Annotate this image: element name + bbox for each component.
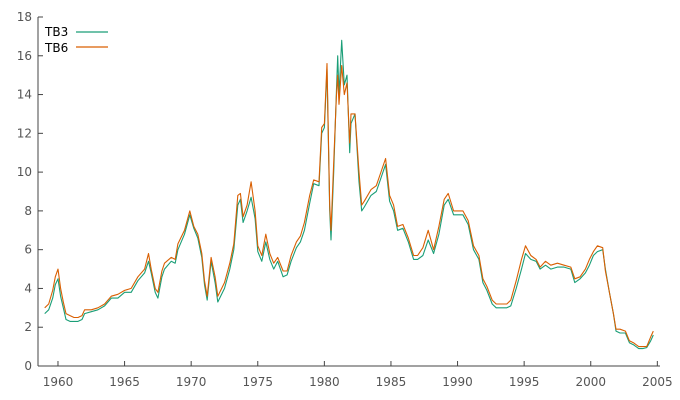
y-tick-label-8: 8 xyxy=(24,204,32,218)
x-tick-label-2005: 2005 xyxy=(642,375,673,389)
series-layer xyxy=(44,39,654,350)
series-line-tb3 xyxy=(44,39,654,350)
x-axis: 1960 1965 1970 1975 1980 1985 1990 1995 2000 2005 xyxy=(43,361,673,389)
y-tick-label-16: 16 xyxy=(17,49,32,63)
series-line-tb6 xyxy=(44,62,654,348)
legend-label-tb3: TB3 xyxy=(44,25,68,39)
legend: TB3 TB6 xyxy=(44,25,108,55)
plot-area: 0 2 4 6 8 10 12 14 16 18 1960 1965 1970 1975 1980 1985… xyxy=(17,10,673,389)
y-tick-label-4: 4 xyxy=(24,281,32,295)
y-tick-label-6: 6 xyxy=(24,243,32,257)
y-tick-label-0: 0 xyxy=(24,359,32,373)
x-tick-label-2000: 2000 xyxy=(575,375,606,389)
y-tick-label-10: 10 xyxy=(17,165,32,179)
y-tick-label-14: 14 xyxy=(17,88,32,102)
y-axis: 0 2 4 6 8 10 12 14 16 18 xyxy=(17,10,43,373)
x-tick-label-1975: 1975 xyxy=(242,375,273,389)
y-tick-label-2: 2 xyxy=(24,320,32,334)
y-tick-label-18: 18 xyxy=(17,10,32,24)
y-tick-label-12: 12 xyxy=(17,126,32,140)
legend-label-tb6: TB6 xyxy=(44,41,68,55)
x-tick-label-1980: 1980 xyxy=(309,375,340,389)
x-tick-label-1965: 1965 xyxy=(109,375,140,389)
x-tick-label-1970: 1970 xyxy=(176,375,207,389)
x-tick-label-1960: 1960 xyxy=(43,375,74,389)
x-tick-label-1990: 1990 xyxy=(442,375,473,389)
x-tick-label-1995: 1995 xyxy=(509,375,540,389)
x-tick-label-1985: 1985 xyxy=(376,375,407,389)
